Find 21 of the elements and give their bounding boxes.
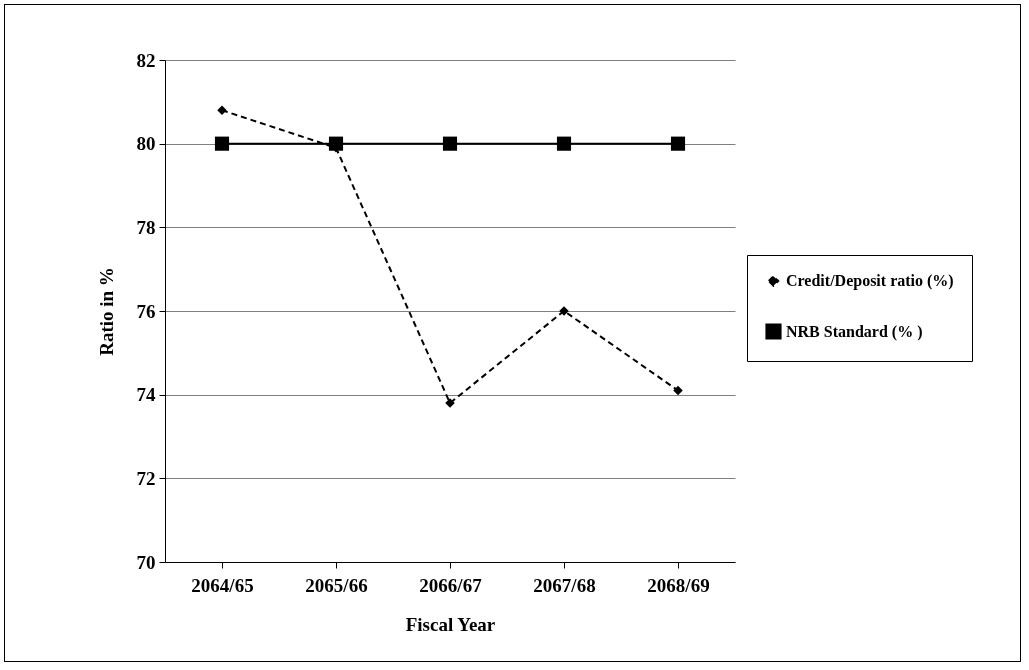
y-tick-label: 82 <box>136 49 156 71</box>
y-tick-label: 78 <box>136 216 156 238</box>
y-tick-label: 76 <box>136 300 156 322</box>
x-tick-label: 2067/68 <box>533 574 596 596</box>
y-axis-title: Ratio in % <box>95 267 117 356</box>
y-tick-label: 72 <box>136 467 156 489</box>
y-tick-label: 70 <box>136 551 156 573</box>
x-axis-title: Fiscal Year <box>405 613 496 635</box>
legend-label: Credit/Deposit ratio (%) <box>786 272 954 290</box>
x-tick-label: 2066/67 <box>419 574 483 596</box>
point <box>442 136 458 151</box>
y-tick-label: 80 <box>136 133 156 155</box>
point <box>673 385 683 396</box>
point <box>214 136 230 151</box>
point <box>556 136 572 151</box>
legend-label: NRB Standard (% ) <box>786 322 923 341</box>
y-tick-label: 74 <box>136 384 156 406</box>
x-tick-label: 2065/66 <box>305 574 368 596</box>
x-tick-label: 2064/65 <box>191 574 254 596</box>
point <box>670 136 686 151</box>
x-tick-label: 2068/69 <box>647 574 710 596</box>
